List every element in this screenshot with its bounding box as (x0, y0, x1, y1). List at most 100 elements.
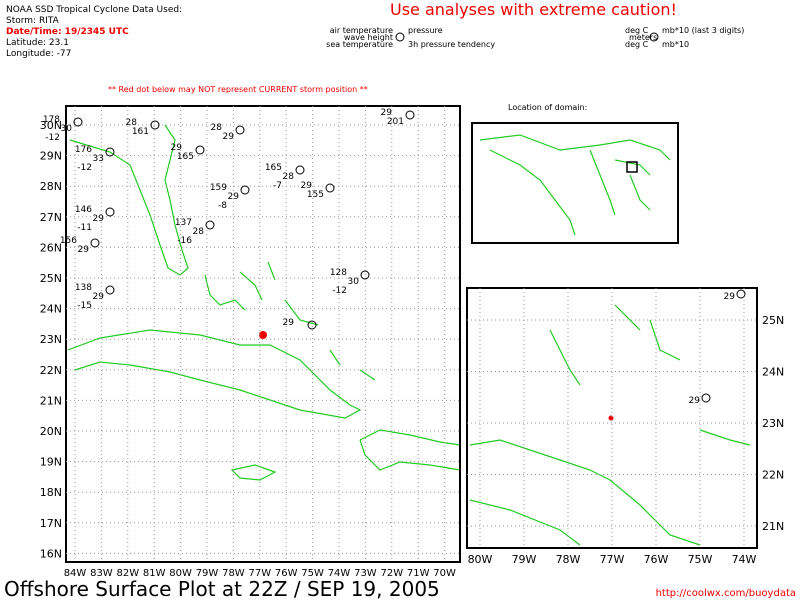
longitude: Longitude: -77 (6, 49, 71, 59)
station-ob: 165 (265, 163, 282, 173)
lat-label: 25N (762, 314, 784, 327)
lon-label: 77W (600, 553, 625, 566)
legend-text: mb*10 (662, 40, 689, 49)
lon-label: 81W (143, 568, 166, 579)
station-symbol (240, 185, 250, 195)
coastline (230, 464, 277, 481)
station-ob: 161 (132, 127, 149, 137)
legend-text: deg C (625, 40, 649, 49)
lon-label: 75W (301, 568, 324, 579)
latitude: Latitude: 23.1 (6, 38, 69, 48)
station-ob: -8 (218, 201, 227, 211)
lat-label: 26N (40, 241, 62, 254)
station-ob: -7 (273, 181, 282, 191)
coastline (359, 429, 461, 471)
station-ob: 28 (283, 172, 295, 182)
station-ob: 155 (307, 190, 324, 200)
legend-text: wave height (344, 33, 393, 42)
station-symbol (90, 238, 100, 248)
lat-label: 18N (40, 486, 62, 499)
location-label: Location of domain: (508, 103, 587, 112)
lon-label: 80W (169, 568, 192, 579)
lat-label: 27N (40, 211, 62, 224)
lon-label: 74W (328, 568, 351, 579)
station-ob: 138 (75, 283, 92, 293)
footer-title: Offshore Surface Plot at 22Z / SEP 19, 2… (4, 577, 440, 600)
lat-label: 16N (40, 547, 62, 560)
inset-map: 29 29 (466, 287, 758, 549)
caution: Use analyses with extreme caution! (390, 0, 677, 19)
station-ob: -12 (45, 133, 60, 143)
station-ob: 29 (78, 245, 90, 255)
station-ob: 28 (126, 118, 138, 128)
legend-text: deg C (625, 26, 649, 35)
lon-label: 77W (248, 568, 271, 579)
legend-text: air temperature (330, 26, 393, 35)
station-ob: 28 (211, 123, 223, 133)
source: NOAA SSD Tropical Cyclone Data Used: (6, 5, 182, 15)
station-symbol (105, 147, 115, 157)
station-ob: 30 (348, 277, 360, 287)
station-symbol (325, 183, 335, 193)
station-ob: -12 (77, 163, 92, 173)
station-ob: 28 (193, 227, 205, 237)
lon-label: 78W (222, 568, 245, 579)
station-ob: 29 (228, 192, 240, 202)
lat-label: 24N (762, 366, 784, 379)
station-symbol (73, 117, 83, 127)
station-symbol (736, 289, 746, 299)
legend-text: sea temperature (326, 40, 393, 49)
coastline (69, 124, 189, 276)
lat-label: 22N (762, 469, 784, 482)
legend-text: 3h pressure tendency (408, 40, 495, 49)
station-ob: -12 (332, 286, 347, 296)
coastline (469, 304, 751, 546)
station-ob: 159 (210, 183, 227, 193)
lat-label: 17N (40, 517, 62, 530)
lon-label: 84W (64, 568, 87, 579)
lat-label: 28N (40, 180, 62, 193)
station-symbol (295, 165, 305, 175)
legend-text: pressure (408, 26, 443, 35)
lat-label: 21N (40, 394, 62, 407)
lon-label: 70W (433, 568, 456, 579)
lon-label: 79W (196, 568, 219, 579)
main-map: 17830-122816117633-122916516528-715929-8… (43, 105, 461, 563)
station-ob: 29 (93, 292, 105, 302)
lat-label: 23N (40, 333, 62, 346)
coastline (204, 274, 246, 311)
station-ob: 30 (61, 124, 73, 134)
station-ob: 33 (93, 154, 104, 164)
lon-label: 79W (512, 553, 537, 566)
station-symbol (360, 270, 370, 280)
lon-label: 78W (556, 553, 581, 566)
station-symbol (307, 320, 317, 330)
station-ob: 29 (283, 318, 295, 328)
lon-label: 76W (644, 553, 669, 566)
station-ob: -15 (77, 301, 92, 311)
station-symbol (105, 285, 115, 295)
coastline (67, 329, 362, 419)
station-symbol (195, 145, 205, 155)
lon-label: 71W (407, 568, 430, 579)
station-symbol (235, 125, 245, 135)
datetime: Date/Time: 19/2345 UTC (6, 27, 129, 37)
lat-label: 20N (40, 425, 62, 438)
station-symbol (405, 110, 415, 120)
coastline (239, 261, 376, 381)
station-symbol (395, 32, 405, 42)
station-ob: -16 (177, 236, 192, 246)
station-symbol (105, 207, 115, 217)
lon-label: 76W (275, 568, 298, 579)
lon-label: 73W (354, 568, 377, 579)
station-ob: 156 (60, 236, 77, 246)
map-frame (65, 105, 461, 563)
station-ob: 128 (330, 268, 347, 278)
world-coastline (479, 134, 671, 236)
lon-label: 83W (90, 568, 113, 579)
station-ob: 178 (43, 115, 60, 125)
domain-box (626, 161, 638, 173)
station-ob: 201 (387, 117, 404, 127)
station-ob: -11 (77, 223, 92, 233)
warning: ** Red dot below may NOT represent CURRE… (108, 85, 368, 94)
